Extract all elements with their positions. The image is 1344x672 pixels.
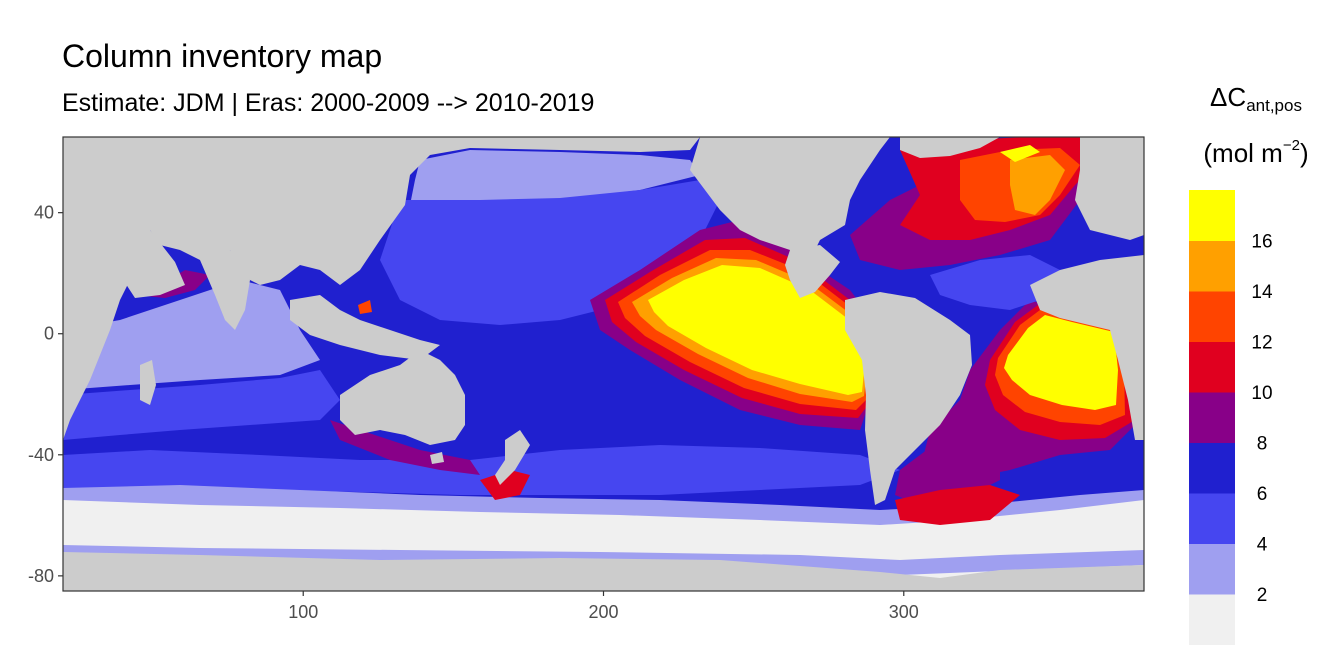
legend-unit-exp: −2 — [1282, 137, 1300, 154]
legend-unit: mol m — [1212, 138, 1283, 168]
land-south-america — [845, 292, 972, 505]
field-nz-hotspot — [480, 470, 530, 500]
field-central-pacific — [380, 180, 720, 325]
chart-title: Column inventory map — [62, 38, 383, 74]
legend-symbol: ΔC — [1210, 82, 1247, 112]
legend-label: 6 — [1257, 484, 1268, 505]
legend-label: 8 — [1257, 434, 1268, 455]
chart-subtitle: Estimate: JDM | Eras: 2000-2009 --> 2010… — [62, 89, 595, 117]
land-arabia — [110, 230, 185, 298]
legend-paren-open: ( — [1203, 138, 1213, 168]
land-australia — [340, 350, 465, 445]
legend-swatch — [1189, 543, 1235, 595]
legend-paren-close: ) — [1299, 138, 1309, 168]
legend-swatch — [1189, 493, 1235, 544]
land-tasmania — [430, 452, 444, 464]
legend-symbol-line: ΔCant,pos — [1168, 84, 1344, 128]
land-europe — [1075, 137, 1144, 240]
x-tick-label: 100 — [288, 602, 318, 622]
legend-swatch — [1189, 341, 1235, 393]
legend-label: 14 — [1251, 282, 1273, 303]
field-sw-atlantic-red — [895, 485, 1020, 525]
y-tick-label: -80 — [28, 566, 54, 586]
legend-swatch — [1189, 240, 1235, 292]
land-layer — [63, 137, 1144, 591]
land-west-africa — [1030, 255, 1144, 440]
land-central-america — [785, 245, 840, 298]
legend-title: ΔCant,pos (mol m−2) — [1168, 84, 1344, 166]
legend-unit-line: (mol m−2) — [1168, 138, 1344, 166]
land-madagascar — [140, 360, 156, 405]
land-asia — [63, 137, 700, 285]
field-atl-16plus — [1004, 315, 1118, 410]
x-tick-label: 300 — [889, 602, 919, 622]
legend-swatch — [1189, 392, 1235, 443]
field-etp-16plus — [648, 265, 866, 395]
legend-swatch — [1189, 594, 1235, 645]
land-africa — [63, 137, 160, 440]
land-se-asia-islands — [290, 295, 440, 360]
field-southern-midlat — [63, 445, 900, 495]
legend-swatch — [1189, 190, 1235, 241]
land-north-america — [690, 137, 890, 260]
legend-swatch — [1189, 442, 1235, 494]
land-antarctica — [63, 552, 1144, 591]
legend-label: 12 — [1251, 333, 1272, 354]
color-legend: 2 4 6 8 10 12 14 16 — [1189, 190, 1273, 645]
legend-label: 10 — [1251, 383, 1272, 404]
field-sw-atlantic — [895, 420, 1000, 505]
legend-label: 16 — [1251, 232, 1272, 253]
field-scs-hotspot — [358, 300, 372, 314]
field-north-pacific-subpolar — [410, 150, 700, 215]
legend-label: 4 — [1257, 535, 1268, 556]
field-indian-subtropics — [63, 370, 340, 440]
land-greenland — [900, 137, 1000, 158]
field-north-atlantic-14-16 — [1010, 155, 1065, 215]
legend-swatch — [1189, 291, 1235, 342]
y-tick-label: 40 — [34, 203, 54, 223]
field-north-atlantic-16plus — [1000, 145, 1040, 162]
y-tick-label: 0 — [44, 324, 54, 344]
land-new-zealand — [495, 430, 530, 485]
field-north-indian — [63, 280, 320, 390]
x-tick-label: 200 — [588, 602, 618, 622]
y-tick-label: -40 — [28, 445, 54, 465]
legend-label: 2 — [1257, 585, 1268, 606]
legend-subscript: ant,pos — [1246, 96, 1302, 115]
land-india — [200, 250, 250, 330]
field-subtropical-north-atlantic — [930, 255, 1060, 310]
